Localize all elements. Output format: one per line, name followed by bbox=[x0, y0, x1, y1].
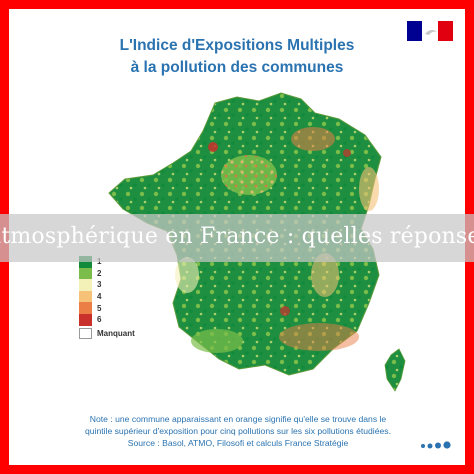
map-footnote: Note : une commune apparaissant en orang… bbox=[31, 413, 445, 449]
note-line-1: Note : une commune apparaissant en orang… bbox=[89, 414, 387, 424]
source-line: Source : Basol, ATMO, Filosofi et calcul… bbox=[127, 438, 349, 448]
legend-swatch bbox=[79, 302, 92, 314]
legend-swatch bbox=[79, 290, 92, 303]
legend-item: 3 bbox=[79, 279, 199, 291]
legend-item: 2 bbox=[79, 267, 199, 280]
french-republic-logo bbox=[407, 21, 453, 41]
legend-swatch bbox=[79, 313, 92, 326]
legend-label: 6 bbox=[97, 315, 102, 325]
brand-dots-logo bbox=[421, 441, 451, 449]
title-line-1: L'Indice d'Expositions Multiples bbox=[119, 37, 355, 54]
legend-label: 4 bbox=[97, 292, 102, 302]
legend-swatch bbox=[79, 267, 92, 280]
headline-text: atmosphérique en France : quelles répons… bbox=[0, 224, 474, 249]
title-line-2: à la pollution des communes bbox=[130, 59, 344, 76]
headline-banner: atmosphérique en France : quelles répons… bbox=[0, 214, 474, 262]
legend-label: 2 bbox=[97, 268, 102, 278]
legend-swatch-missing bbox=[79, 327, 92, 340]
legend-item: 5 bbox=[79, 302, 199, 314]
note-line-2: quintile supérieur d'exposition pour cin… bbox=[85, 426, 391, 436]
page-title: L'Indice d'Expositions Multiples à la po… bbox=[9, 35, 465, 79]
legend-label: 5 bbox=[97, 303, 102, 313]
legend-item-missing: Manquant bbox=[79, 327, 199, 340]
legend-item: 6 bbox=[79, 313, 199, 326]
corsica-outline bbox=[384, 348, 406, 392]
legend-item: 4 bbox=[79, 290, 199, 303]
legend-label: 3 bbox=[97, 280, 102, 290]
legend-label-missing: Manquant bbox=[97, 328, 135, 338]
map-legend: 123456Manquant bbox=[79, 256, 199, 340]
legend-swatch bbox=[79, 279, 92, 291]
